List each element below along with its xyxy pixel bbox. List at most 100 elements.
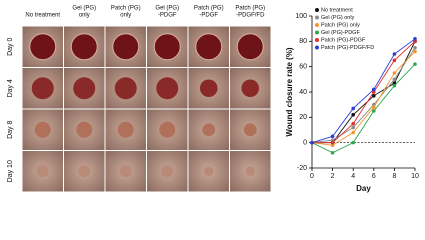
wound — [73, 77, 96, 100]
data-point — [372, 105, 376, 109]
data-point — [372, 90, 376, 94]
data-point — [372, 109, 376, 113]
data-point — [372, 87, 376, 92]
data-point — [413, 45, 417, 50]
data-point — [413, 37, 417, 41]
y-tick-label: 80 — [299, 38, 307, 45]
data-point — [392, 83, 397, 88]
legend-swatch — [315, 8, 319, 12]
data-point — [351, 106, 356, 111]
y-axis-label: Wound closure rate (%) — [285, 47, 294, 137]
wound — [78, 165, 91, 178]
x-tick-label: 6 — [372, 173, 376, 180]
data-point — [413, 49, 417, 54]
column-header: only — [120, 13, 131, 19]
legend-label: No treatment — [321, 7, 353, 13]
wound — [243, 123, 257, 137]
data-point — [351, 140, 356, 145]
wound — [236, 33, 264, 61]
series-line — [311, 51, 416, 146]
x-tick-label: 10 — [411, 173, 419, 180]
row-label: Day 0 — [7, 38, 14, 56]
row-label: Day 8 — [7, 121, 14, 139]
series-line — [311, 47, 416, 144]
wound — [34, 121, 51, 138]
y-tick-label: 20 — [299, 114, 307, 121]
data-point — [351, 130, 356, 135]
series-line — [312, 41, 416, 144]
y-tick-label: 40 — [299, 89, 307, 96]
x-tick-label: 8 — [392, 173, 396, 180]
series-line — [311, 38, 416, 144]
data-point — [330, 138, 335, 142]
wound — [245, 166, 256, 177]
wound — [119, 165, 132, 178]
wound — [195, 33, 223, 61]
column-header: Patch (PG) — [111, 6, 141, 12]
data-point — [310, 140, 314, 145]
y-tick-label: 0 — [303, 140, 307, 147]
wound — [114, 77, 137, 100]
column-header: No treatment — [25, 13, 60, 19]
wound — [156, 77, 179, 100]
data-point — [330, 140, 335, 145]
x-tick-label: 4 — [351, 173, 355, 180]
wound — [31, 77, 54, 100]
column-header: -PDGF/FD — [236, 13, 265, 19]
data-point — [330, 151, 335, 155]
column-header: -PDGF — [158, 13, 177, 19]
legend-label: Gel (PG) only — [321, 15, 355, 21]
x-tick-label: 0 — [310, 173, 314, 180]
wound — [161, 165, 174, 178]
column-header: Patch (PG) — [194, 6, 224, 12]
wound — [29, 33, 57, 61]
wound — [203, 166, 214, 177]
data-point — [330, 143, 335, 147]
wound — [199, 79, 218, 98]
legend-swatch — [315, 23, 319, 27]
data-point — [372, 94, 376, 98]
wound — [36, 165, 49, 178]
legend-swatch — [315, 38, 319, 42]
legend-label: Gel (PG)-PDGF — [321, 30, 360, 36]
legend-label: Patch (PG) only — [321, 22, 360, 28]
data-point — [351, 121, 356, 126]
data-point — [392, 71, 397, 75]
wound — [153, 33, 181, 61]
data-point — [330, 134, 335, 139]
column-header: Patch (PG) — [235, 6, 265, 12]
y-tick-label: -20 — [297, 165, 307, 172]
data-point — [392, 81, 397, 85]
wound — [76, 121, 93, 138]
legend-label: Patch (PG)-PDGF — [321, 37, 366, 43]
x-tick-label: 2 — [331, 173, 335, 180]
column-header: -PDGF — [199, 13, 218, 19]
series-line — [311, 63, 416, 154]
column-header: Gel (PG) — [155, 6, 179, 12]
data-point — [392, 52, 397, 56]
data-point — [413, 39, 417, 44]
wound — [241, 79, 260, 98]
legend-swatch — [315, 15, 319, 20]
legend-swatch — [315, 45, 319, 50]
data-point — [351, 113, 356, 117]
y-tick-label: 60 — [299, 64, 307, 71]
row-label: Day 4 — [7, 79, 14, 97]
column-header: only — [79, 13, 90, 19]
x-axis-label: Day — [356, 184, 371, 193]
wound — [202, 123, 216, 137]
data-point — [413, 62, 417, 66]
legend-swatch — [315, 30, 319, 35]
column-header: Gel (PG) — [72, 6, 96, 12]
y-tick-label: 100 — [295, 13, 307, 20]
wound — [70, 33, 98, 61]
row-label: Day 10 — [7, 160, 14, 182]
wound — [112, 33, 140, 61]
data-point — [392, 58, 397, 63]
data-point — [392, 77, 397, 82]
data-point — [351, 125, 356, 130]
wound — [159, 121, 176, 138]
